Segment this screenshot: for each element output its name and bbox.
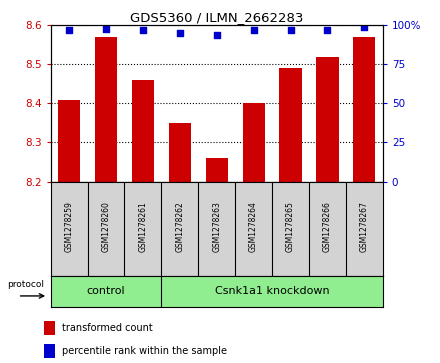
Bar (44, 344, 55, 358)
Text: GSM1278260: GSM1278260 (102, 201, 110, 252)
Point (213, 32, 220, 38)
Text: protocol: protocol (7, 280, 44, 289)
Text: GSM1278265: GSM1278265 (286, 201, 295, 252)
Text: GSM1278259: GSM1278259 (65, 201, 73, 252)
Text: Csnk1a1 knockdown: Csnk1a1 knockdown (215, 286, 330, 296)
Text: GSM1278262: GSM1278262 (175, 201, 184, 252)
Text: GSM1278266: GSM1278266 (323, 201, 332, 252)
Bar (353, 37, 375, 182)
Bar (95, 37, 117, 182)
Text: GSM1278267: GSM1278267 (360, 201, 369, 252)
Bar (169, 123, 191, 182)
Text: transformed count: transformed count (62, 323, 152, 333)
Bar (316, 57, 338, 182)
Point (139, 27, 147, 33)
Title: GDS5360 / ILMN_2662283: GDS5360 / ILMN_2662283 (130, 11, 304, 24)
Text: control: control (87, 286, 125, 296)
Point (66, 27, 73, 33)
Point (250, 27, 257, 33)
Point (176, 30, 183, 36)
Bar (279, 68, 301, 182)
Point (103, 26, 110, 32)
Text: GSM1278261: GSM1278261 (138, 201, 147, 252)
Text: GSM1278263: GSM1278263 (212, 201, 221, 252)
Bar (205, 158, 228, 182)
Text: GSM1278264: GSM1278264 (249, 201, 258, 252)
Bar (44, 321, 55, 335)
Bar (58, 99, 80, 182)
Point (287, 27, 294, 33)
Point (361, 24, 368, 30)
Bar (132, 80, 154, 182)
Point (324, 27, 331, 33)
Bar (242, 103, 265, 182)
Text: percentile rank within the sample: percentile rank within the sample (62, 346, 227, 356)
